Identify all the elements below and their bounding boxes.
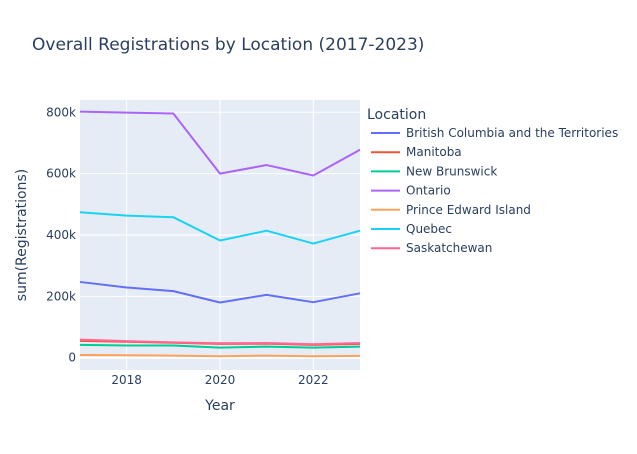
- x-tick-label: 2018: [111, 373, 142, 387]
- chart-title: Overall Registrations by Location (2017-…: [32, 35, 424, 55]
- legend-label: Saskatchewan: [406, 241, 492, 255]
- legend-item[interactable]: Prince Edward Island: [371, 203, 531, 217]
- legend-title: Location: [367, 107, 426, 123]
- y-tick-label: 0: [68, 351, 76, 365]
- grid-lines: [80, 100, 360, 370]
- series-line-saskatchewan[interactable]: [79, 338, 361, 346]
- y-tick-label: 400k: [46, 228, 76, 242]
- series-line-prince-edward-island[interactable]: [79, 353, 361, 358]
- legend-item[interactable]: Ontario: [371, 184, 451, 198]
- legend-label: Quebec: [406, 222, 452, 236]
- y-tick-label: 200k: [46, 289, 76, 303]
- series-line-ontario[interactable]: [79, 110, 361, 177]
- series-lines[interactable]: [79, 110, 361, 358]
- x-tick-label: 2022: [298, 373, 329, 387]
- series-line-british-columbia-and-the-territories[interactable]: [79, 280, 361, 304]
- legend-label: New Brunswick: [406, 164, 497, 178]
- y-axis-label: sum(Registrations): [14, 169, 30, 301]
- series-line-quebec[interactable]: [79, 211, 361, 245]
- legend-item[interactable]: Quebec: [371, 222, 452, 236]
- y-tick-label: 600k: [46, 167, 76, 181]
- legend-item[interactable]: Saskatchewan: [371, 241, 492, 255]
- legend[interactable]: British Columbia and the Territories Mani…: [371, 126, 618, 255]
- legend-label: British Columbia and the Territories: [406, 126, 618, 140]
- legend-label: Ontario: [406, 184, 451, 198]
- y-tick-label: 800k: [46, 105, 76, 119]
- tick-labels: 0 200k 400k 600k 800k 2018 2020 2022: [46, 105, 328, 387]
- legend-label: Prince Edward Island: [406, 203, 531, 217]
- legend-item[interactable]: Manitoba: [371, 145, 462, 159]
- legend-item[interactable]: British Columbia and the Territories: [371, 126, 618, 140]
- x-tick-label: 2020: [205, 373, 236, 387]
- series-line-new-brunswick[interactable]: [79, 343, 361, 349]
- x-axis-label: Year: [204, 398, 235, 414]
- legend-label: Manitoba: [406, 145, 462, 159]
- legend-item[interactable]: New Brunswick: [371, 164, 497, 178]
